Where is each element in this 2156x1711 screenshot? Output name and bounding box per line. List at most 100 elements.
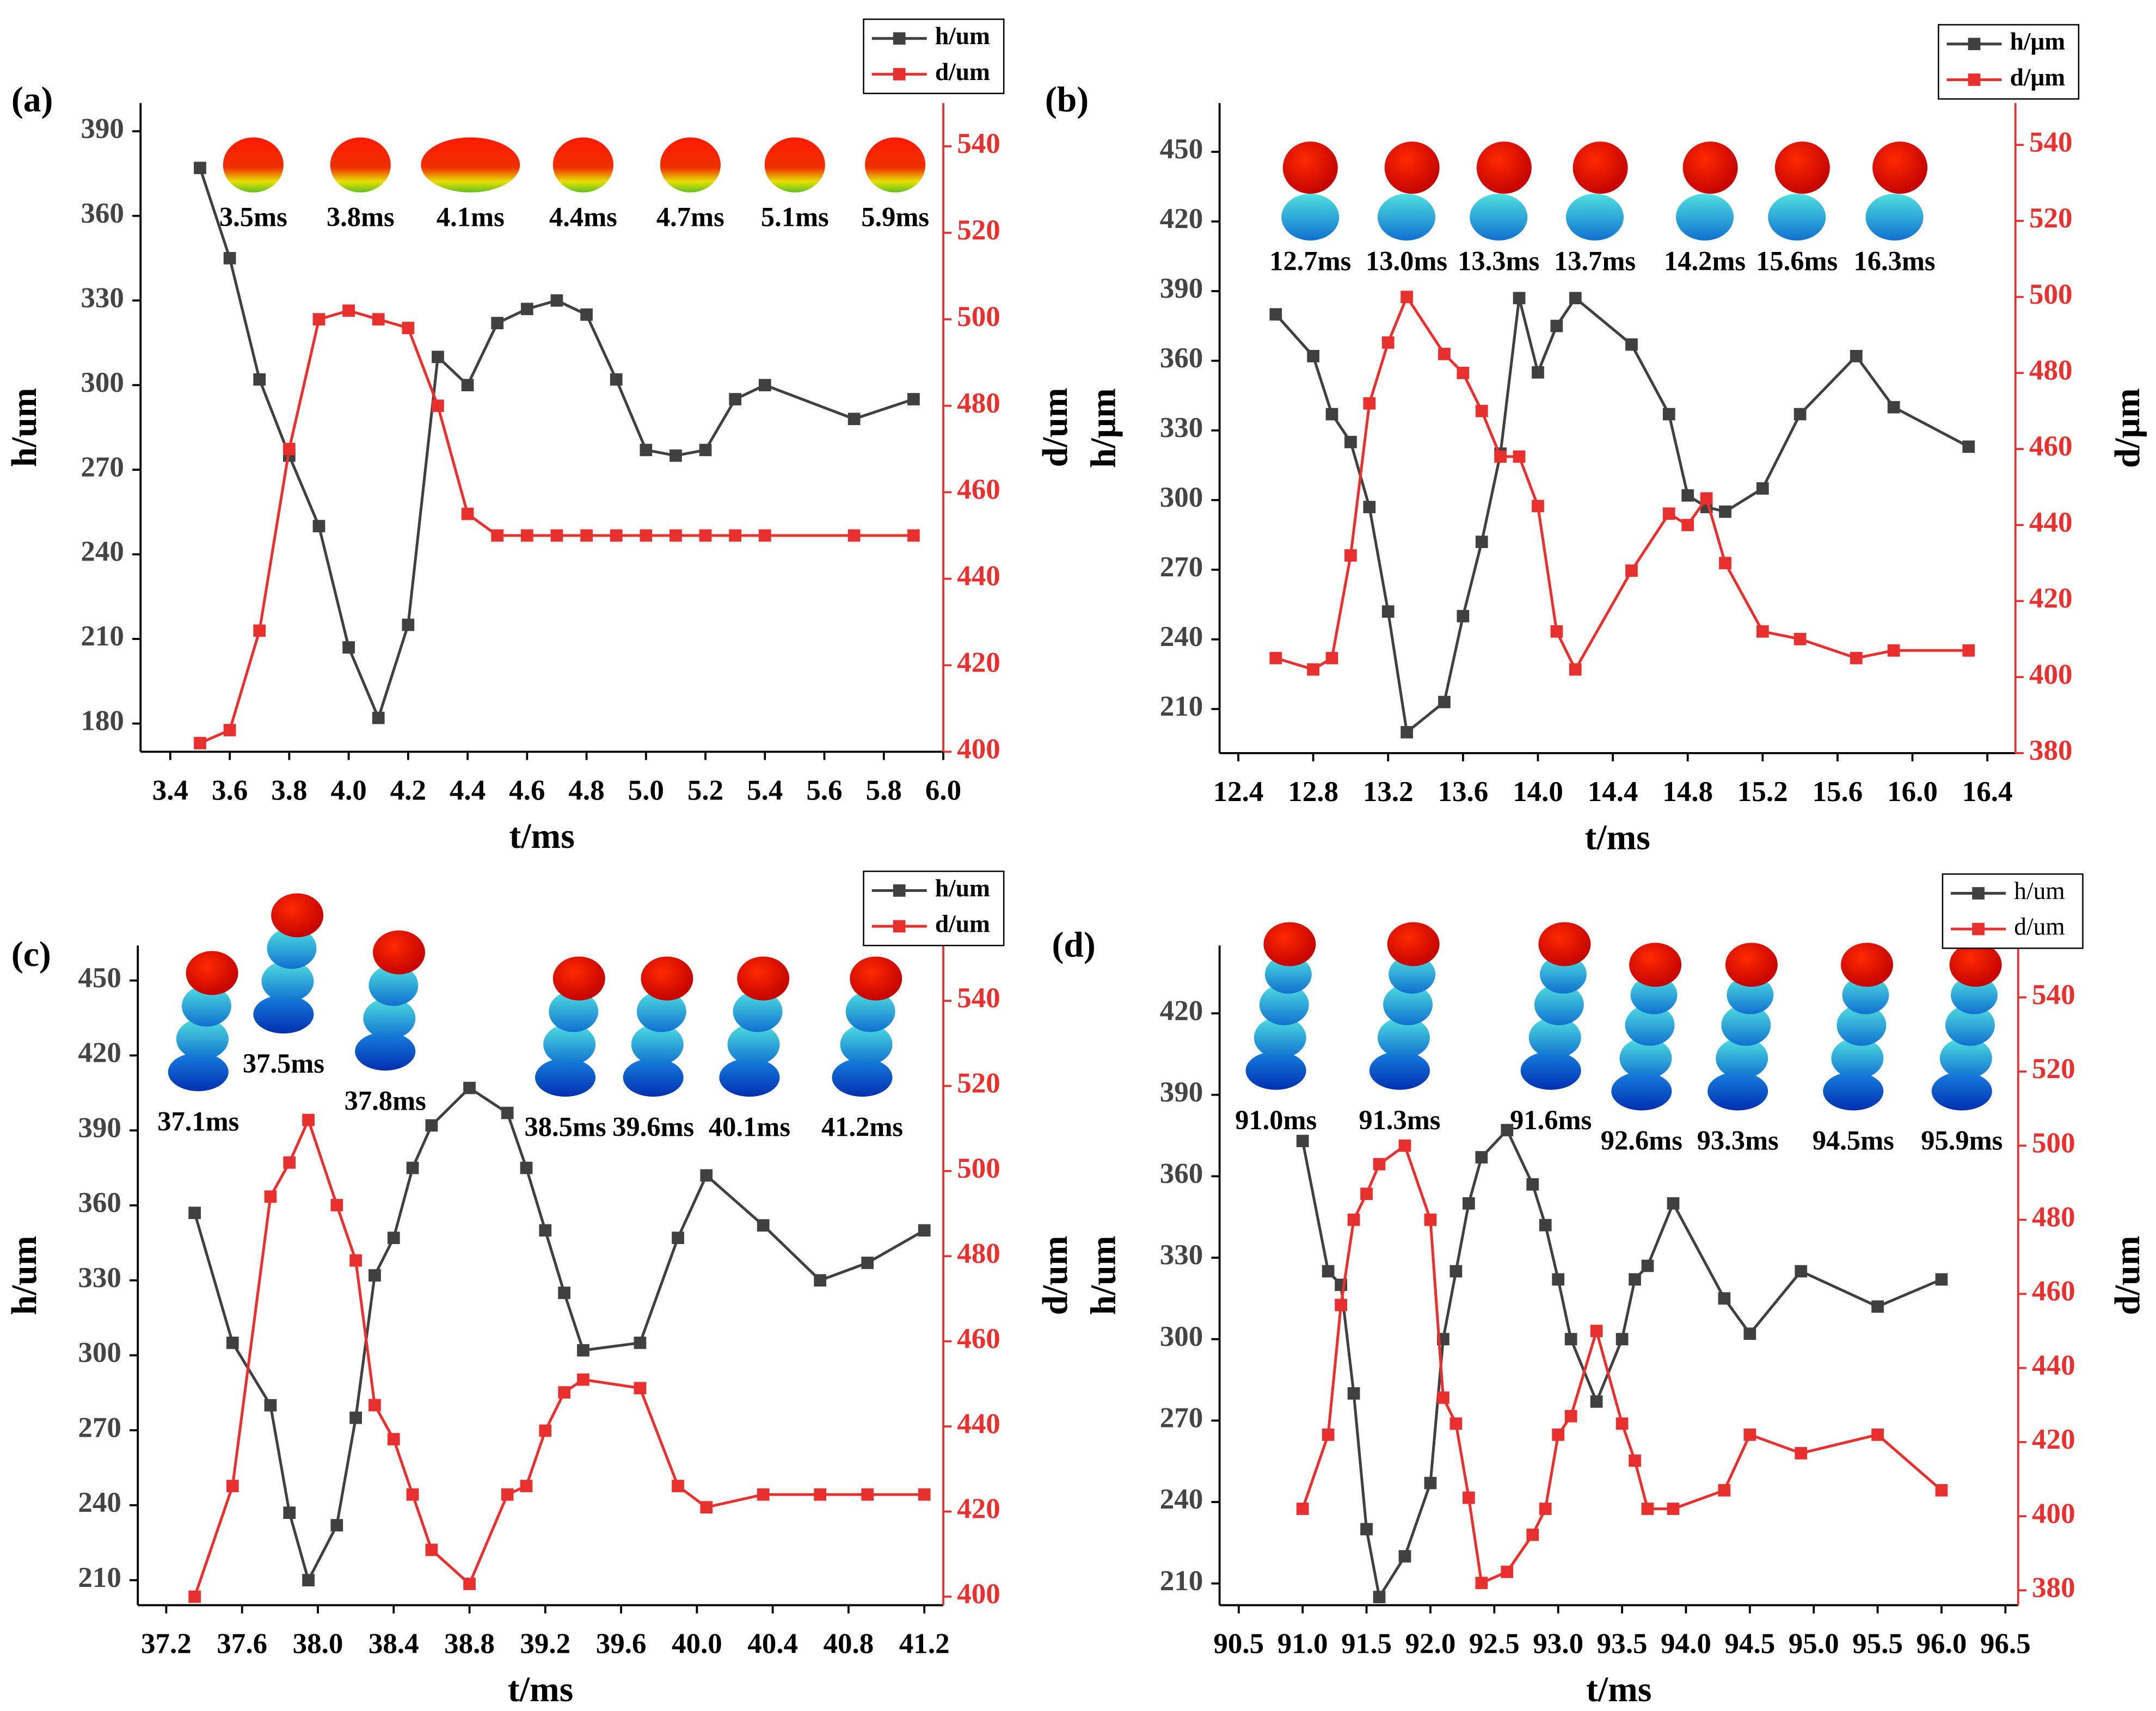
droplet-image bbox=[1520, 1051, 1581, 1090]
data-point bbox=[264, 1190, 277, 1203]
x-tick-label: 41.2 bbox=[899, 1628, 950, 1659]
data-point bbox=[283, 1156, 296, 1169]
droplet-image bbox=[1939, 1037, 1992, 1079]
data-point bbox=[1363, 501, 1376, 514]
series-line bbox=[193, 1086, 925, 1584]
y-tick-label: 390 bbox=[81, 113, 124, 144]
data-point bbox=[406, 1488, 419, 1501]
y2-tick-label: 480 bbox=[957, 1238, 1000, 1269]
data-point bbox=[1494, 450, 1507, 463]
droplet-image bbox=[1540, 955, 1587, 994]
x-tick-label: 4.4 bbox=[450, 774, 486, 806]
data-point bbox=[491, 317, 504, 329]
y-axis-label: h/μm bbox=[1084, 388, 1123, 468]
annotation: 4.4ms bbox=[549, 202, 617, 232]
data-point bbox=[372, 313, 385, 326]
y-tick-label: 420 bbox=[1160, 995, 1203, 1026]
data-point bbox=[1322, 1265, 1335, 1278]
legend-box bbox=[1938, 24, 2080, 100]
data-point bbox=[558, 1386, 570, 1399]
data-point bbox=[1616, 1417, 1629, 1430]
data-point bbox=[1795, 1265, 1808, 1278]
data-point bbox=[1401, 726, 1414, 738]
droplet-image bbox=[1282, 141, 1338, 194]
y2-tick-label: 480 bbox=[2029, 355, 2073, 386]
y-tick-label: 300 bbox=[78, 1337, 121, 1369]
data-point bbox=[729, 393, 742, 405]
legend-label: h/um bbox=[935, 874, 990, 902]
y2-axis-label: d/um bbox=[1035, 1236, 1075, 1315]
data-point bbox=[330, 1199, 343, 1211]
droplet-image bbox=[1534, 984, 1584, 1025]
y2-tick-label: 400 bbox=[2029, 658, 2073, 690]
legend-label: h/um bbox=[2014, 877, 2065, 904]
data-point bbox=[1887, 644, 1900, 657]
series-line bbox=[199, 167, 914, 722]
droplet-image bbox=[1476, 141, 1532, 194]
data-point bbox=[1381, 336, 1395, 349]
data-point bbox=[349, 1411, 362, 1424]
x-tick-label: 4.2 bbox=[390, 774, 426, 806]
data-point bbox=[1325, 651, 1338, 664]
annotation: 14.2ms bbox=[1664, 245, 1746, 276]
data-point bbox=[194, 162, 206, 174]
annotation: 37.5ms bbox=[243, 1048, 324, 1079]
data-point bbox=[1344, 435, 1357, 448]
annotation: 15.6ms bbox=[1756, 245, 1838, 276]
data-point bbox=[814, 1274, 827, 1287]
annotation: 93.3ms bbox=[1697, 1125, 1779, 1156]
x-tick-label: 95.5 bbox=[1852, 1628, 1903, 1659]
x-tick-label: 14.4 bbox=[1588, 776, 1638, 808]
x-tick-label: 94.0 bbox=[1661, 1628, 1711, 1659]
annotation: 39.6ms bbox=[612, 1111, 694, 1142]
x-tick-label: 37.6 bbox=[217, 1628, 267, 1659]
data-point bbox=[1590, 1395, 1603, 1408]
y2-tick-label: 420 bbox=[957, 1493, 1000, 1525]
y-tick-label: 390 bbox=[1160, 273, 1203, 304]
droplet-image bbox=[660, 137, 721, 193]
x-tick-label: 6.0 bbox=[925, 774, 961, 806]
legend-marker bbox=[893, 920, 906, 933]
droplet-image bbox=[1682, 141, 1738, 194]
droplet-image bbox=[1383, 984, 1433, 1025]
droplet-image bbox=[261, 961, 314, 1002]
y2-axis-label: d/μm bbox=[2108, 388, 2147, 468]
chart: 12.4 12.8 13.2 13.6 14.0 14.4 14.8 15.2 15.6 16.0… bbox=[1045, 24, 2147, 858]
data-point bbox=[577, 1344, 589, 1357]
data-point bbox=[501, 1106, 514, 1119]
x-tick-label: 93.0 bbox=[1533, 1628, 1583, 1659]
legend-marker bbox=[1972, 887, 1985, 900]
series-line bbox=[1274, 296, 1969, 735]
data-point bbox=[1539, 1503, 1552, 1515]
data-point bbox=[1743, 1327, 1756, 1340]
data-point bbox=[1625, 564, 1638, 577]
y-tick-label: 450 bbox=[78, 962, 121, 994]
y2-tick-label: 500 bbox=[957, 1153, 1000, 1184]
legend-label: h/μm bbox=[2010, 27, 2066, 55]
droplet-image bbox=[253, 995, 314, 1034]
droplet-image bbox=[330, 137, 391, 193]
data-point bbox=[699, 529, 712, 542]
data-point bbox=[223, 724, 236, 736]
droplet-image bbox=[373, 930, 425, 975]
data-point bbox=[312, 313, 325, 326]
y2-tick-label: 460 bbox=[2032, 1276, 2075, 1307]
data-point bbox=[1743, 1428, 1756, 1441]
data-point bbox=[520, 1480, 533, 1492]
data-point bbox=[1457, 610, 1470, 623]
data-point bbox=[1641, 1503, 1654, 1515]
droplet-image bbox=[636, 990, 686, 1032]
annotation: 38.5ms bbox=[525, 1111, 606, 1142]
data-point bbox=[550, 294, 563, 307]
droplet-image bbox=[1872, 141, 1928, 194]
data-point bbox=[1719, 505, 1731, 518]
data-point bbox=[330, 1519, 343, 1531]
data-point bbox=[1718, 1292, 1731, 1305]
data-point bbox=[610, 529, 623, 542]
data-point bbox=[700, 1169, 713, 1182]
x-tick-label: 3.6 bbox=[212, 774, 248, 806]
droplet-image bbox=[641, 956, 693, 1001]
chart: 37.2 37.6 38.0 38.4 38.8 39.2 39.6 40.0 40.4 40.8… bbox=[4, 870, 1075, 1709]
data-point bbox=[577, 1373, 589, 1386]
y-tick-label: 420 bbox=[78, 1037, 121, 1069]
